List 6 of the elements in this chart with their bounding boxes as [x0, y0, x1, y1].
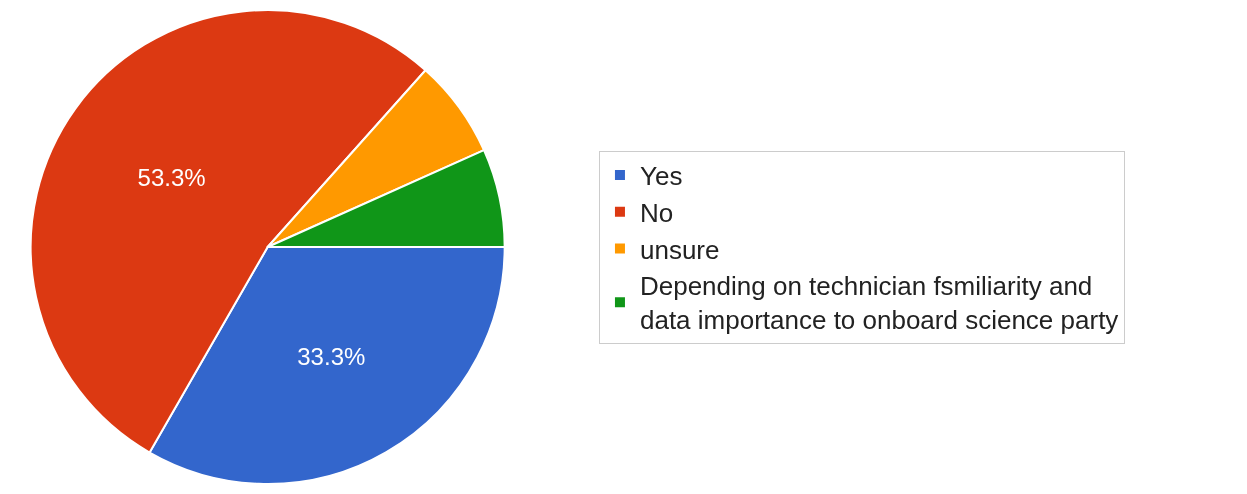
- legend-label: unsure: [639, 234, 720, 265]
- data-label: 53.3%: [137, 164, 206, 192]
- legend-label: No: [639, 197, 674, 228]
- data-label: 33.3%: [297, 343, 366, 371]
- legend-label: Yes: [639, 161, 683, 192]
- legend-label: Depending on technician fsmiliarity and data importance to onboard science party: [639, 271, 1119, 336]
